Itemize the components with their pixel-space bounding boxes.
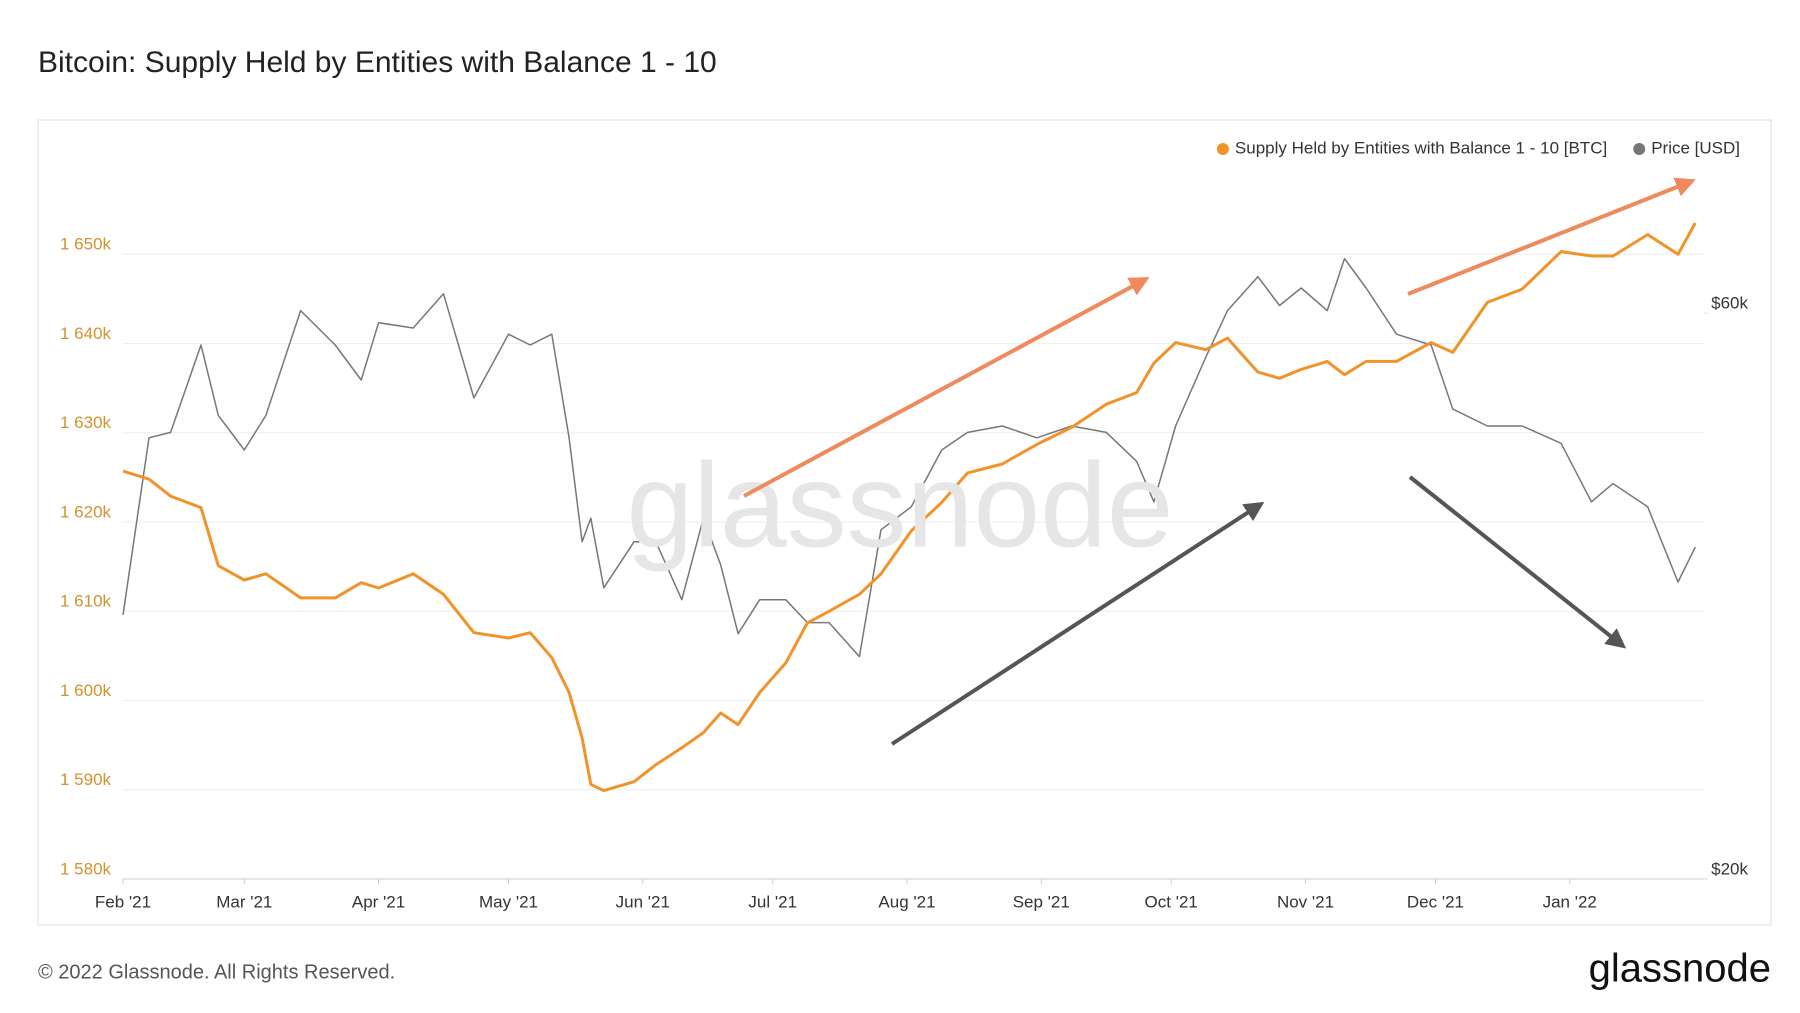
legend-marker — [1216, 143, 1229, 155]
x-tick-label: Mar '21 — [216, 892, 272, 911]
y-tick-label: 1 610k — [60, 592, 112, 611]
chart-title: Bitcoin: Supply Held by Entities with Ba… — [38, 46, 717, 79]
y-tick-label: 1 630k — [60, 413, 112, 432]
x-tick-label: Nov '21 — [1277, 892, 1334, 911]
y-tick-label: 1 640k — [60, 324, 112, 343]
y-tick-label: 1 620k — [60, 502, 112, 521]
y-tick-label: 1 600k — [60, 681, 112, 700]
trend-arrow — [1408, 475, 1627, 649]
watermark: glassnode — [626, 439, 1173, 573]
footer: © 2022 Glassnode. All Rights Reserved. — [38, 961, 395, 983]
x-tick-label: Feb '21 — [95, 892, 151, 911]
series-line — [122, 222, 1697, 793]
x-tick-label: May '21 — [479, 892, 538, 911]
x-tick-label: Sep '21 — [1013, 892, 1070, 911]
trend-arrow — [890, 501, 1265, 746]
plot-area: 1 580k 1 590k 1 600k 1 610k 1 620k 1 630k 1 64… — [60, 222, 1748, 911]
legend-marker — [1633, 143, 1646, 155]
series-line — [122, 257, 1696, 658]
y-tick-label: 1 650k — [60, 235, 112, 254]
legend-label: Price [USD] — [1651, 138, 1740, 157]
x-tick-label: Jul '21 — [748, 892, 797, 911]
legend-label: Supply Held by Entities with Balance 1 -… — [1235, 138, 1607, 157]
y2-tick-label: $60k — [1711, 294, 1748, 313]
x-tick-label: Jun '21 — [616, 892, 670, 911]
trend-arrow — [1407, 177, 1696, 296]
y2-tick-label: $20k — [1711, 859, 1748, 878]
x-tick-label: Jan '22 — [1543, 892, 1597, 911]
logo: glassnode — [1589, 947, 1771, 991]
x-tick-label: Apr '21 — [352, 892, 405, 911]
legend: Price [USD] Supply Held by Entities with … — [1216, 138, 1740, 157]
y-tick-label: 1 580k — [60, 859, 112, 878]
trend-arrow — [743, 277, 1150, 498]
x-tick-label: Dec '21 — [1407, 892, 1464, 911]
y-tick-label: 1 590k — [60, 770, 112, 789]
x-tick-label: Oct '21 — [1145, 892, 1198, 911]
x-tick-label: Aug '21 — [878, 892, 935, 911]
